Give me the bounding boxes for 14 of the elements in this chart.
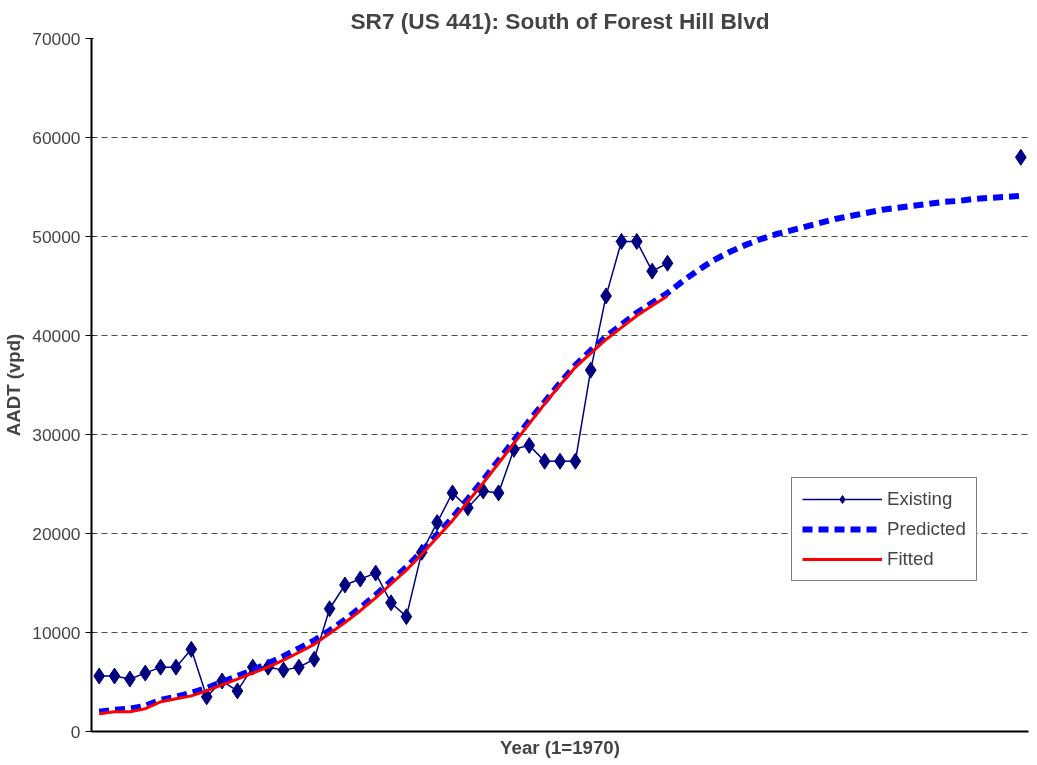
y-tick-label: 50000 [32, 226, 81, 247]
x-axis-title: Year (1=1970) [500, 736, 620, 758]
y-tick-label: 70000 [32, 28, 81, 49]
chart-title: SR7 (US 441): South of Forest Hill Blvd [350, 7, 770, 34]
y-tick-label: 40000 [32, 325, 81, 346]
y-tick-label: 20000 [32, 523, 81, 544]
y-tick-label: 0 [70, 721, 81, 742]
y-tick-label: 30000 [32, 424, 81, 445]
legend-label: Fitted [887, 548, 934, 570]
y-tick-label: 10000 [32, 622, 81, 643]
y-tick-label: 60000 [32, 127, 81, 148]
y-axis-title: AADT (vpd) [3, 333, 25, 437]
legend-label: Predicted [887, 518, 966, 540]
legend-label: Existing [887, 488, 953, 510]
